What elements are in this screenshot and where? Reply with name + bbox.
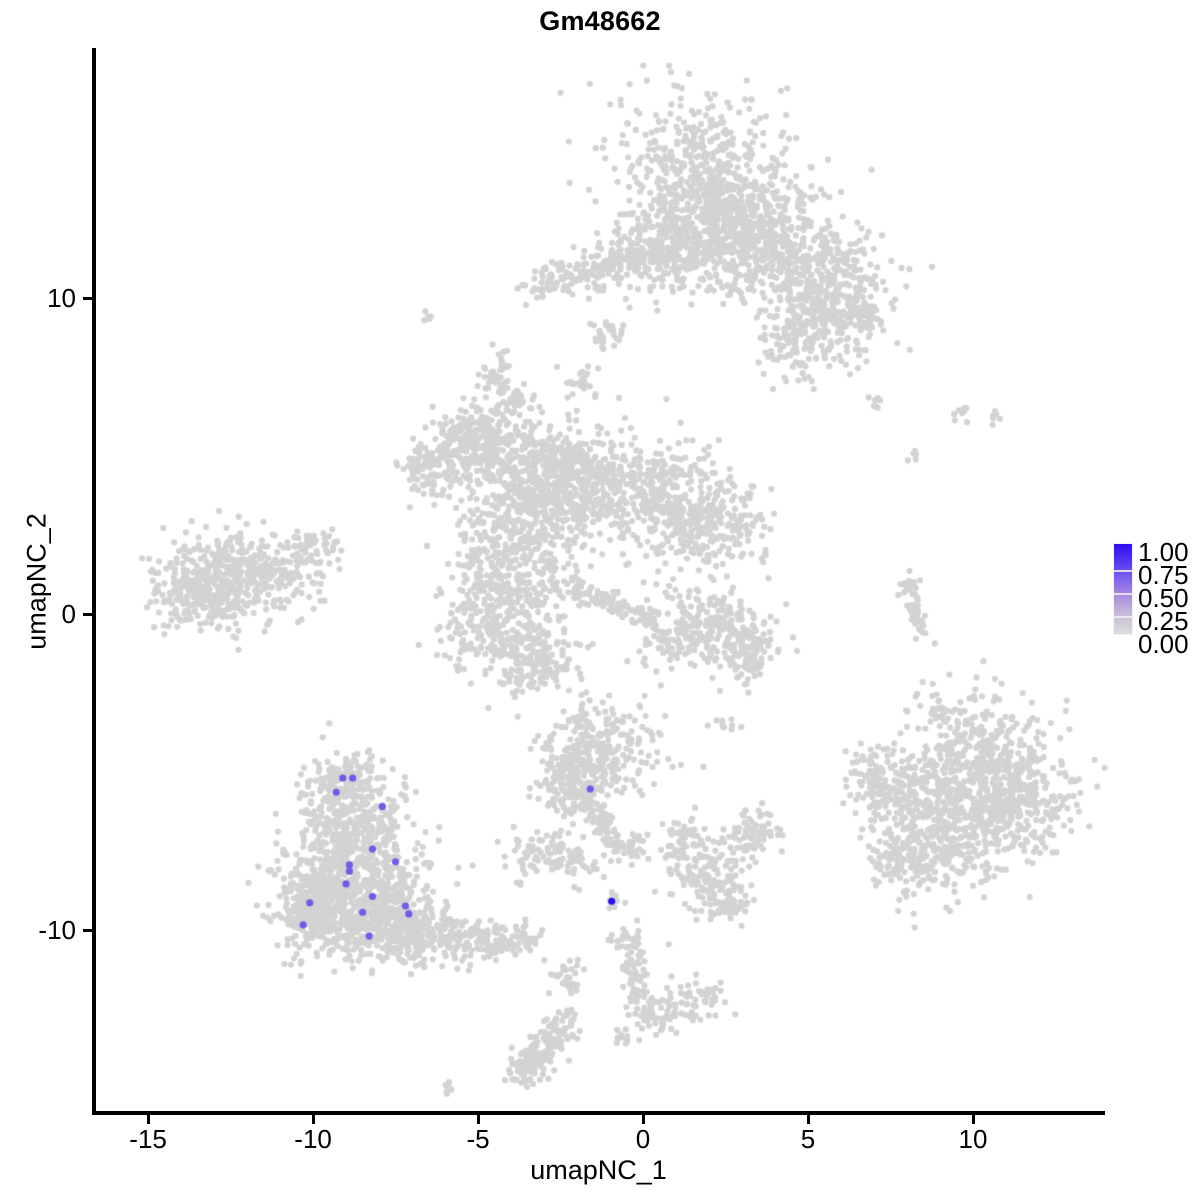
x-axis-line (92, 1111, 1105, 1115)
x-tick-mark (972, 1115, 975, 1124)
x-tick-mark (312, 1115, 316, 1124)
y-tick-label: 0 (61, 598, 76, 629)
y-tick-mark (83, 928, 92, 932)
x-tick-mark (807, 1115, 811, 1124)
x-tick-mark (642, 1115, 646, 1124)
y-tick-mark (83, 612, 92, 616)
legend-tick-label: 0.25 (1138, 606, 1189, 636)
x-tick-label: -10 (294, 1124, 332, 1154)
x-tick-label: -5 (466, 1124, 490, 1154)
x-tick-mark (147, 1115, 151, 1124)
legend-bar-tick (1114, 570, 1134, 572)
color-legend: 1.00 0.75 0.50 0.25 0.00 (1113, 537, 1198, 657)
x-tick-label: -15 (129, 1124, 167, 1154)
legend-bar-tick (1114, 616, 1134, 618)
legend-bar-tick (1114, 593, 1134, 595)
x-tick-label: 5 (800, 1124, 816, 1154)
legend-tick-label: 0.75 (1138, 560, 1189, 590)
y-axis-label: umapNC_2 (21, 513, 52, 650)
legend-tick-label: 0.00 (1138, 629, 1189, 659)
y-tick-label: 10 (47, 282, 76, 313)
legend-tick-label: 1.00 (1138, 537, 1189, 567)
y-axis-line (92, 48, 96, 1115)
x-tick-label: 0 (635, 1124, 651, 1154)
y-tick-mark (83, 296, 92, 300)
x-tick-mark (477, 1115, 481, 1124)
x-axis-label: umapNC_1 (530, 1155, 667, 1185)
legend-tick-label: 0.50 (1138, 583, 1189, 613)
x-tick-label: 10 (958, 1124, 988, 1154)
y-tick-label: -10 (38, 914, 76, 945)
legend-colorbar (1113, 543, 1134, 635)
